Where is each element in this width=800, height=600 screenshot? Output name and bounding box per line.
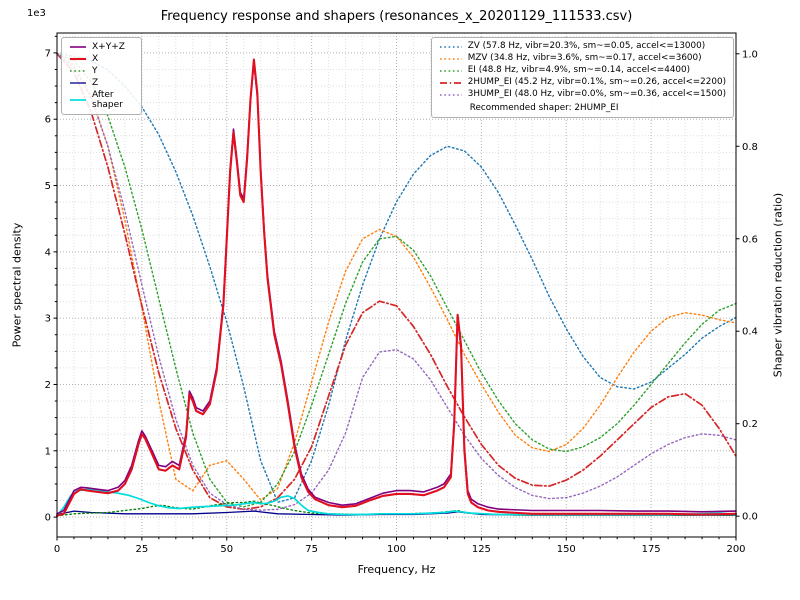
zv-legend-line <box>439 46 462 48</box>
y-right-tick-label: 0.4 <box>742 327 758 338</box>
series-ei-line <box>56 53 737 508</box>
chart-title: Frequency response and shapers (resonanc… <box>160 9 633 24</box>
z-legend-line <box>70 82 86 84</box>
y-legend-line <box>70 70 86 72</box>
x-tick-label: 200 <box>726 544 745 555</box>
legend-label-2hump-ei: 2HUMP_EI (45.2 Hz, vibr=0.1%, sm~=0.26, … <box>467 77 726 88</box>
series-3hump-ei-line <box>56 53 737 511</box>
x-legend-line <box>70 58 86 61</box>
x-tick-label: 50 <box>220 544 233 555</box>
y-left-tick-label: 1 <box>45 446 51 457</box>
legend-item-3hump-ei: 3HUMP_EI (48.0 Hz, vibr=0.0%, sm~=0.36, … <box>439 89 726 100</box>
recommended-shaper-note: Recommended shaper: 2HUMP_EI <box>469 103 619 113</box>
x-tick-label: 25 <box>136 544 149 555</box>
series-after-shaper-line <box>56 488 737 517</box>
series-zv-line <box>56 53 737 503</box>
legend-shapers: ZV (57.8 Hz, vibr=20.3%, sm~=0.05, accel… <box>430 37 734 118</box>
y-left-tick-label: 4 <box>45 247 51 258</box>
y-left-tick-label: 3 <box>45 314 51 325</box>
x-tick-label: 125 <box>472 544 491 555</box>
y-left-tick-label: 2 <box>45 380 51 391</box>
mzv-legend-line <box>439 58 462 60</box>
legend-label-3hump-ei: 3HUMP_EI (48.0 Hz, vibr=0.0%, sm~=0.36, … <box>467 89 726 100</box>
legend-item-x: X <box>69 54 134 64</box>
legend-item-y: Y <box>69 66 134 76</box>
y-axis-left-label: Power spectral density <box>10 222 24 348</box>
y-right-tick-label: 0.0 <box>742 512 758 523</box>
x-plus-y-plus-z-legend-line <box>70 46 86 48</box>
y-right-tick-label: 0.2 <box>742 419 758 430</box>
2hump-ei-legend-line <box>439 82 462 84</box>
x-tick-label: 100 <box>387 544 406 555</box>
legend-item-after-shaper: After shaper <box>69 90 134 110</box>
legend-item-x-plus-y-plus-z: X+Y+Z <box>69 42 134 52</box>
y-right-tick-label: 1.0 <box>742 49 758 60</box>
legend-item-ei: EI (48.8 Hz, vibr=4.9%, sm~=0.14, accel<… <box>439 65 726 76</box>
series-x-line <box>55 58 738 517</box>
y-right-tick-label: 0.8 <box>742 142 758 153</box>
legend-label-after-shaper: After shaper <box>92 90 123 111</box>
legend-label-mzv: MZV (34.8 Hz, vibr=3.6%, sm~=0.17, accel… <box>467 53 702 64</box>
y-axis-right-label: Shaper vibration reduction (ratio) <box>771 192 785 378</box>
legend-label-x: X <box>92 54 99 65</box>
y-left-tick-label: 5 <box>45 181 51 192</box>
legend-label-ei: EI (48.8 Hz, vibr=4.9%, sm~=0.14, accel<… <box>467 65 691 76</box>
legend-item-zv: ZV (57.8 Hz, vibr=20.3%, sm~=0.05, accel… <box>439 41 726 52</box>
x-tick-label: 75 <box>305 544 318 555</box>
x-axis-label: Frequency, Hz <box>357 563 436 576</box>
y-right-tick-label: 0.6 <box>742 234 758 245</box>
legend-item-2hump-ei: 2HUMP_EI (45.2 Hz, vibr=0.1%, sm~=0.26, … <box>439 77 726 88</box>
y-axis-offset-label: 1e3 <box>27 8 46 19</box>
y-left-tick-label: 7 <box>45 48 51 59</box>
ei-legend-line <box>439 70 462 72</box>
y-left-tick-label: 0 <box>45 513 51 524</box>
series-2hump-ei-line <box>56 52 737 511</box>
y-left-tick-label: 6 <box>45 115 51 126</box>
x-tick-label: 175 <box>642 544 661 555</box>
x-tick-label: 150 <box>557 544 576 555</box>
x-tick-label: 0 <box>54 544 60 555</box>
legend-label-z: Z <box>92 78 99 89</box>
legend-label-y: Y <box>92 66 98 77</box>
legend-psd: X+Y+Z X Y Z After shaper <box>61 37 142 116</box>
legend-label-x-plus-y-plus-z: X+Y+Z <box>92 42 125 52</box>
after-shaper-legend-line <box>70 99 86 102</box>
legend-label-zv: ZV (57.8 Hz, vibr=20.3%, sm~=0.05, accel… <box>467 41 706 52</box>
3hump-ei-legend-line <box>439 94 462 96</box>
legend-item-mzv: MZV (34.8 Hz, vibr=3.6%, sm~=0.17, accel… <box>439 53 726 64</box>
legend-item-z: Z <box>69 78 134 88</box>
